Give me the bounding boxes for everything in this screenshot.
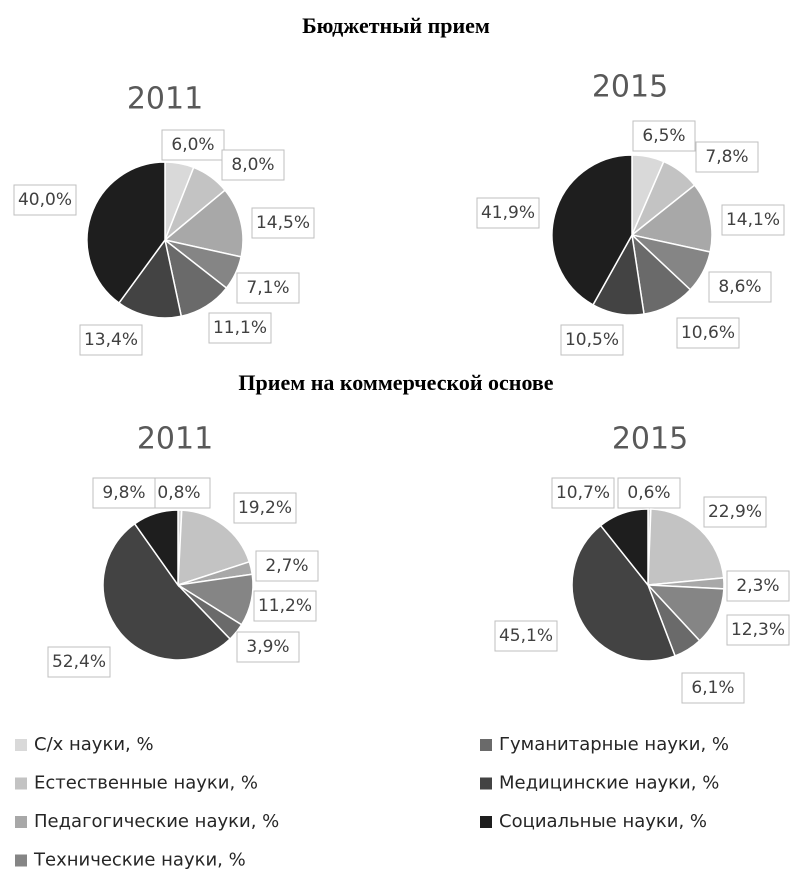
section-heading: Прием на коммерческой основе [238, 370, 553, 395]
pie-title: 2015 [612, 422, 688, 457]
value-label-box [161, 129, 225, 161]
value-label-box [13, 184, 77, 216]
value-label-box [560, 324, 624, 356]
value-label: 19,2% [238, 498, 292, 518]
pie-title: 2015 [592, 70, 668, 105]
value-label-box [494, 620, 558, 652]
value-label: 3,9% [246, 637, 289, 657]
legend-label: Педагогические науки, % [34, 811, 279, 832]
value-label-box [92, 477, 156, 509]
value-label: 2,3% [736, 576, 779, 596]
legend-swatch [15, 739, 27, 751]
pie-title: 2011 [127, 82, 203, 117]
pie-slice [177, 509, 251, 587]
pie-slice [133, 509, 179, 588]
value-label: 41,9% [481, 203, 535, 223]
legend-label: Социальные науки, % [499, 811, 707, 832]
value-label-box [476, 197, 540, 229]
value-label-box [253, 590, 317, 622]
value-label: 12,3% [731, 620, 785, 640]
value-label: 11,2% [258, 596, 312, 616]
value-label-box [632, 120, 696, 152]
legend-label: Технические науки, % [33, 850, 246, 871]
value-label-box [221, 149, 285, 181]
value-label: 7,1% [246, 278, 289, 298]
value-label: 9,8% [102, 483, 145, 503]
value-label: 8,6% [718, 277, 761, 297]
value-label: 11,1% [213, 318, 267, 338]
pie-title: 2011 [137, 422, 213, 457]
value-label: 14,1% [726, 210, 780, 230]
value-label: 14,5% [256, 213, 310, 233]
value-label-box [255, 550, 319, 582]
value-label: 40,0% [18, 190, 72, 210]
value-label: 0,6% [627, 483, 670, 503]
pie-slice [86, 161, 166, 305]
value-label-box [726, 614, 790, 646]
legend-swatch [15, 854, 27, 867]
pie-slice [163, 189, 244, 258]
legend-label: Медицинские науки, % [499, 773, 719, 794]
value-label-box [726, 570, 790, 602]
value-label: 0,8% [157, 483, 200, 503]
value-label-box [703, 496, 767, 528]
legend-swatch [15, 777, 27, 790]
value-label: 10,6% [681, 323, 735, 343]
value-label: 13,4% [84, 330, 138, 350]
value-label-box [721, 204, 785, 236]
value-label-box [681, 672, 745, 704]
legend-swatch [480, 739, 492, 751]
section-heading: Бюджетный прием [302, 13, 490, 38]
value-label-box [695, 141, 759, 173]
legend-label: Гуманитарные науки, % [499, 734, 729, 755]
value-label-box [551, 477, 615, 509]
value-label: 10,5% [565, 330, 619, 350]
value-label-box [676, 317, 740, 349]
pie-slice [599, 508, 649, 588]
pie-slice [551, 154, 633, 306]
value-label: 45,1% [499, 626, 553, 646]
value-label: 52,4% [52, 652, 106, 672]
value-label: 8,0% [231, 155, 274, 175]
pie-slice [646, 584, 725, 642]
pie-slice [630, 184, 713, 253]
value-label-box [236, 272, 300, 304]
legend-swatch [480, 816, 492, 828]
value-label: 2,7% [265, 556, 308, 576]
value-label-box [79, 324, 143, 356]
legend-swatch [480, 777, 492, 790]
value-label: 10,7% [556, 483, 610, 503]
legend-label: С/х науки, % [34, 734, 154, 755]
value-label-box [208, 312, 272, 344]
pie-slice [647, 508, 725, 586]
legend-swatch [15, 816, 27, 828]
value-label-box [236, 631, 300, 663]
value-label: 6,5% [642, 126, 685, 146]
value-label: 22,9% [708, 502, 762, 522]
value-label-box [251, 207, 315, 239]
pie-slice [102, 522, 232, 661]
value-label-box [233, 492, 297, 524]
pie-slice [117, 238, 183, 319]
legend-label: Естественные науки, % [34, 773, 258, 794]
value-label-box [47, 646, 111, 678]
value-label-box [708, 271, 772, 303]
value-label: 7,8% [705, 147, 748, 167]
pie-slice [571, 524, 677, 662]
value-label: 6,1% [691, 678, 734, 698]
value-label: 6,0% [171, 135, 214, 155]
value-label-box [617, 477, 681, 509]
